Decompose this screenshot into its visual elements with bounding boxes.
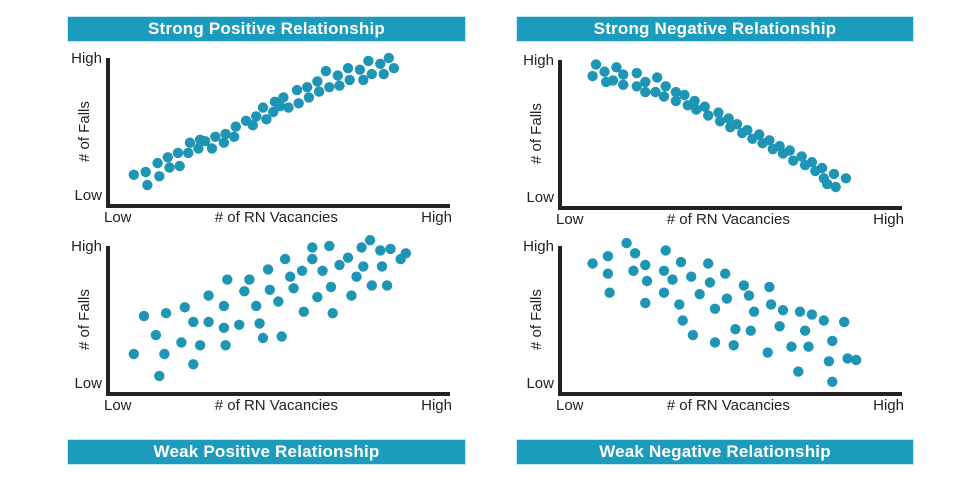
- plot-area: [106, 235, 450, 396]
- y-axis-high-label: High: [71, 50, 102, 67]
- x-axis-low-label: Low: [104, 209, 132, 226]
- y-axis-low-label: Low: [526, 189, 554, 206]
- x-axis-title: # of RN Vacancies: [214, 397, 338, 414]
- x-axis-high-label: High: [873, 211, 904, 228]
- panel-banner-weak-positive: Weak Positive Relationship: [68, 440, 465, 464]
- x-axis-labels: Low # of RN Vacancies High: [104, 398, 452, 414]
- scatter-plot-strong-negative: High # of Falls Low Low # of RN Vacancie…: [512, 52, 912, 232]
- x-axis-labels: Low # of RN Vacancies High: [556, 398, 904, 414]
- y-axis-title: # of Falls: [528, 289, 545, 351]
- x-axis-high-label: High: [873, 397, 904, 414]
- x-axis-low-label: Low: [556, 211, 584, 228]
- x-axis-high-label: High: [421, 397, 452, 414]
- panel-title-strong-positive: Strong Positive Relationship: [147, 19, 386, 38]
- y-axis-high-label: High: [523, 52, 554, 69]
- panel-title-weak-negative: Weak Negative Relationship: [599, 442, 831, 461]
- x-axis-labels: Low # of RN Vacancies High: [104, 210, 452, 226]
- x-axis-title: # of RN Vacancies: [666, 397, 790, 414]
- y-axis-low-label: Low: [526, 375, 554, 392]
- panel-banner-strong-positive: Strong Positive Relationship: [68, 17, 465, 41]
- y-axis-low-label: Low: [74, 187, 102, 204]
- scatter-dots-weak-negative: [587, 237, 862, 387]
- x-axis-labels: Low # of RN Vacancies High: [556, 212, 904, 228]
- scatter-dots-strong-positive: [128, 52, 400, 191]
- scatter-plot-weak-positive: High # of Falls Low Low # of RN Vacancie…: [60, 235, 460, 418]
- y-axis-high-label: High: [71, 238, 102, 255]
- panel-banner-weak-negative: Weak Negative Relationship: [517, 440, 913, 464]
- x-axis-low-label: Low: [104, 397, 132, 414]
- panel-banner-strong-negative: Strong Negative Relationship: [517, 17, 913, 41]
- y-axis-low-label: Low: [74, 375, 102, 392]
- x-axis-title: # of RN Vacancies: [214, 209, 338, 226]
- y-axis-title: # of Falls: [528, 103, 545, 165]
- x-axis-high-label: High: [421, 209, 452, 226]
- plot-area: [106, 52, 450, 208]
- y-axis-title: # of Falls: [76, 101, 93, 163]
- plot-area: [558, 237, 902, 396]
- panel-title-strong-negative: Strong Negative Relationship: [593, 19, 837, 38]
- x-axis-title: # of RN Vacancies: [666, 211, 790, 228]
- scatter-dots-strong-negative: [587, 59, 852, 193]
- plot-area: [558, 59, 902, 210]
- y-axis-high-label: High: [523, 238, 554, 255]
- y-axis-title: # of Falls: [76, 289, 93, 351]
- x-axis-low-label: Low: [556, 397, 584, 414]
- scatter-plot-strong-positive: High # of Falls Low Low # of RN Vacancie…: [60, 50, 460, 230]
- scatter-plot-weak-negative: High # of Falls Low Low # of RN Vacancie…: [512, 237, 912, 418]
- panel-title-weak-positive: Weak Positive Relationship: [153, 442, 380, 461]
- scatter-dots-weak-positive: [128, 235, 411, 382]
